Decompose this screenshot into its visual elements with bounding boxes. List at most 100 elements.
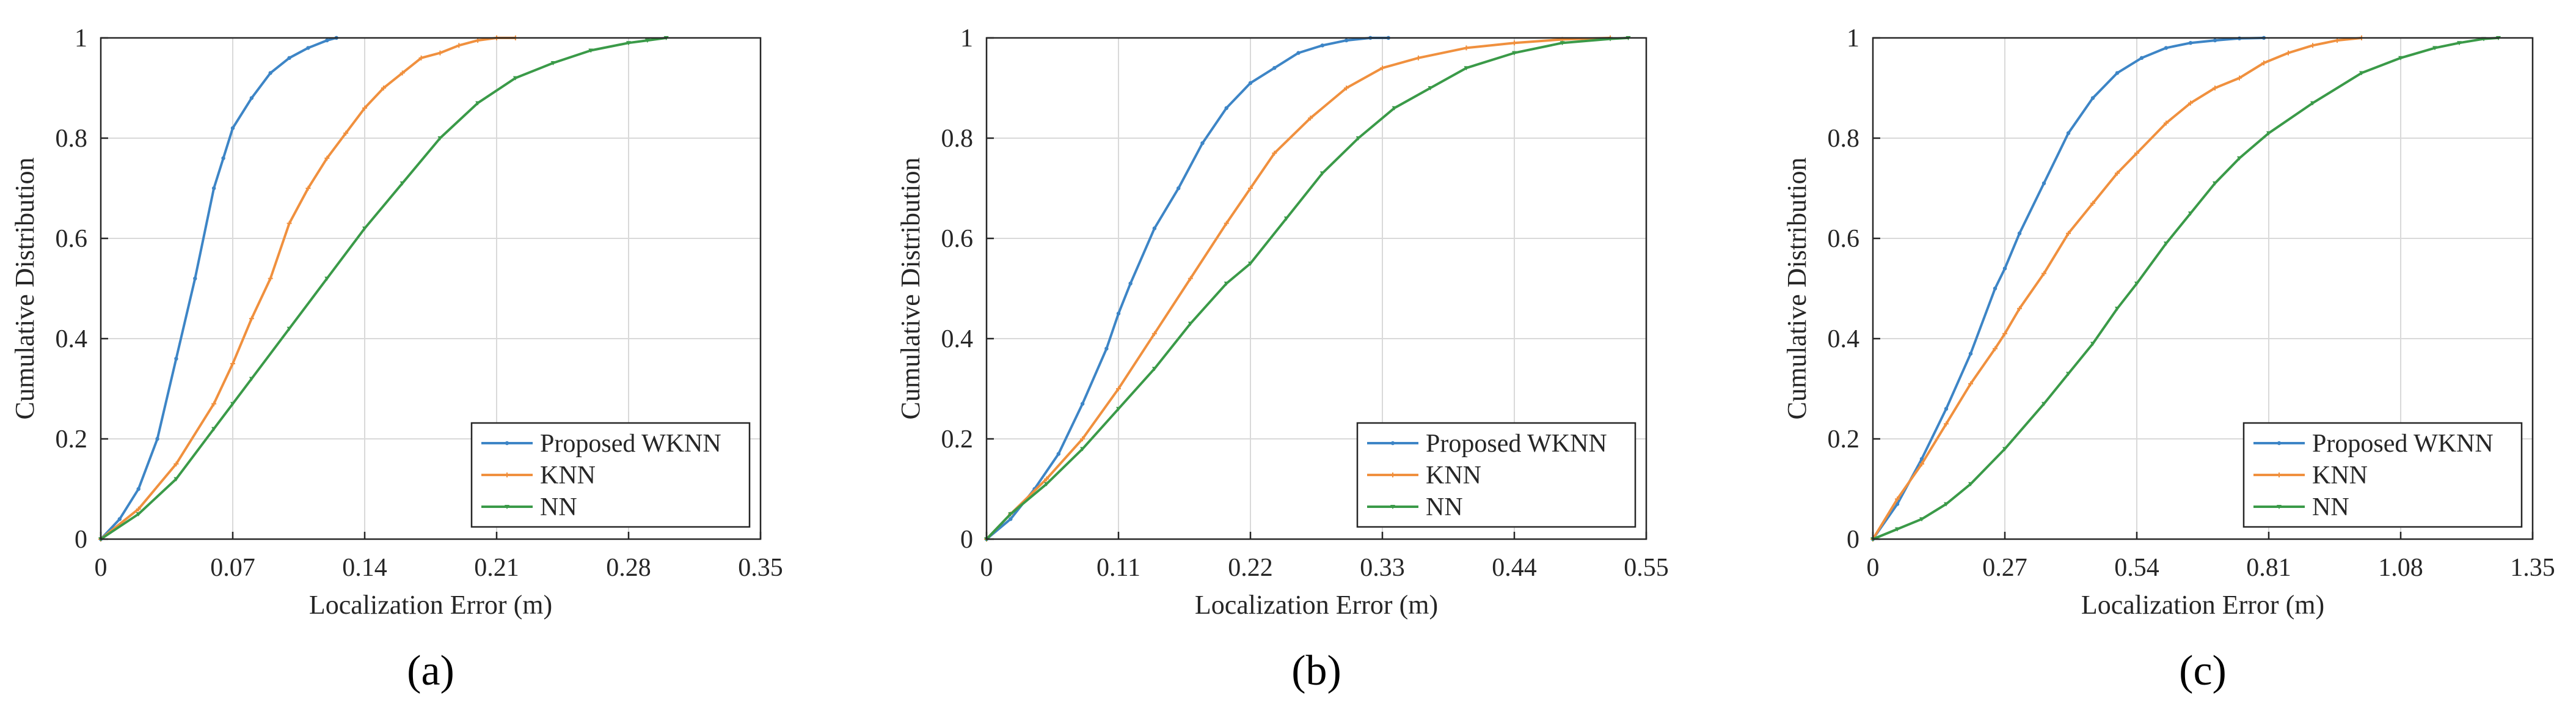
x-tick-label: 0 xyxy=(980,554,993,582)
data-point-knn xyxy=(1308,116,1313,121)
data-point-knn xyxy=(2335,38,2340,43)
data-point-nn xyxy=(1008,512,1013,517)
data-point-nn xyxy=(1968,482,1973,487)
y-tick-label: 0.8 xyxy=(1828,125,1860,153)
y-tick-label: 0 xyxy=(75,526,87,554)
legend-label-knn: KNN xyxy=(1426,461,1481,490)
data-point-knn xyxy=(2041,271,2046,276)
data-point-proposed-wknn xyxy=(1895,502,1900,506)
data-point-nn xyxy=(1044,482,1049,487)
data-point-nn xyxy=(1944,502,1949,507)
y-axis-label: Cumulative Distribution xyxy=(1782,158,1812,420)
y-tick-label: 1 xyxy=(1847,24,1859,53)
series-group xyxy=(984,35,1631,542)
data-point-knn xyxy=(1512,40,1517,46)
data-point-knn xyxy=(2066,230,2071,236)
plot-frame xyxy=(100,37,762,540)
y-tick-label: 0.4 xyxy=(56,325,88,353)
legend-label-wknn: Proposed WKNN xyxy=(2312,430,2494,458)
data-point-nn xyxy=(362,226,367,231)
series-knn xyxy=(98,35,518,542)
data-point-knn xyxy=(1344,86,1349,90)
legend-marker-knn xyxy=(505,472,509,477)
data-point-proposed-wknn xyxy=(1080,402,1085,406)
data-point-knn xyxy=(1080,436,1085,441)
data-point-nn xyxy=(644,39,650,43)
legend-marker-nn xyxy=(505,505,509,509)
data-point-nn xyxy=(1319,171,1325,176)
data-point-proposed-wknn xyxy=(230,126,235,130)
data-point-knn xyxy=(2261,61,2266,65)
legend-label-wknn: Proposed WKNN xyxy=(1426,430,1607,458)
data-point-nn xyxy=(1512,51,1517,56)
y-tick-label: 0.2 xyxy=(56,425,88,454)
legend-label-nn: NN xyxy=(2312,493,2349,521)
data-point-nn xyxy=(475,101,481,106)
data-point-knn xyxy=(2115,171,2120,176)
x-tick-label: 0.21 xyxy=(474,554,519,582)
data-point-proposed-wknn xyxy=(1104,347,1109,351)
series-line-proposed-wknn xyxy=(1872,37,2264,540)
panel-label: (a) xyxy=(407,647,454,694)
data-point-knn xyxy=(2286,50,2291,56)
data-point-nn xyxy=(437,136,443,141)
data-point-knn xyxy=(456,43,462,48)
data-point-knn xyxy=(381,86,386,90)
data-point-proposed-wknn xyxy=(1320,43,1325,48)
data-point-nn xyxy=(588,48,594,53)
x-tick-label: 0.14 xyxy=(342,554,387,582)
data-point-proposed-wknn xyxy=(268,71,272,75)
y-axis-label: Cumulative Distribution xyxy=(10,158,40,420)
data-point-knn xyxy=(1224,221,1229,226)
x-tick-label: 0.27 xyxy=(1982,554,2027,582)
series-proposed-wknn xyxy=(98,35,338,542)
y-tick-label: 0.8 xyxy=(941,125,974,153)
data-point-nn xyxy=(1224,281,1229,286)
data-point-proposed-wknn xyxy=(1176,186,1181,191)
data-point-proposed-wknn xyxy=(1919,457,1924,461)
x-tick-label: 0 xyxy=(95,554,108,582)
data-point-nn xyxy=(2310,101,2315,106)
data-point-proposed-wknn xyxy=(1968,351,1973,356)
x-tick-label: 0.55 xyxy=(1624,554,1669,582)
data-point-proposed-wknn xyxy=(1993,286,1998,291)
data-point-nn xyxy=(2115,306,2120,311)
data-point-proposed-wknn xyxy=(1344,38,1349,43)
series-line-knn xyxy=(1872,37,2362,540)
data-point-proposed-wknn xyxy=(221,156,225,160)
data-point-knn xyxy=(1464,45,1469,51)
data-point-nn xyxy=(1248,262,1253,266)
series-line-proposed-wknn xyxy=(985,37,1388,540)
legend-label-nn: NN xyxy=(540,493,577,521)
data-point-nn xyxy=(1188,322,1193,326)
data-point-knn xyxy=(2002,331,2007,336)
data-point-nn xyxy=(2432,46,2437,51)
y-tick-label: 0.8 xyxy=(56,125,88,153)
data-point-nn xyxy=(400,181,405,186)
plot-frame xyxy=(985,37,1647,540)
data-point-proposed-wknn xyxy=(2115,71,2120,75)
x-tick-label: 0.11 xyxy=(1096,554,1140,582)
data-point-proposed-wknn xyxy=(249,96,254,100)
legend-marker-knn xyxy=(2277,472,2282,477)
data-point-nn xyxy=(2359,71,2364,76)
legend: Proposed WKNN KNN NN xyxy=(470,422,751,528)
legend-marker-proposed-wknn xyxy=(505,441,509,446)
series-knn xyxy=(1870,35,2364,542)
y-tick-label: 0.2 xyxy=(1828,425,1860,454)
y-tick-label: 0 xyxy=(960,526,973,554)
data-point-knn xyxy=(1188,276,1193,281)
data-point-nn xyxy=(173,477,179,482)
data-point-nn xyxy=(550,61,556,65)
legend-label-knn: KNN xyxy=(2312,461,2368,490)
data-point-nn xyxy=(249,377,254,381)
data-point-knn xyxy=(1044,476,1049,482)
data-point-knn xyxy=(1116,386,1121,391)
x-tick-label: 0.44 xyxy=(1492,554,1537,582)
x-tick-label: 0.28 xyxy=(606,554,651,582)
data-point-proposed-wknn xyxy=(306,46,310,50)
legend-marker-proposed-wknn xyxy=(2277,441,2282,446)
data-point-knn xyxy=(437,50,443,56)
